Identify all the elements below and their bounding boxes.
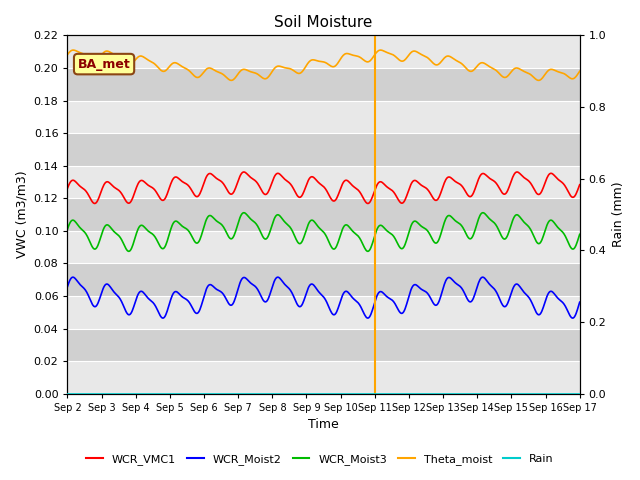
X-axis label: Time: Time xyxy=(308,419,339,432)
Y-axis label: Rain (mm): Rain (mm) xyxy=(612,182,625,247)
Bar xyxy=(67,68,580,100)
Bar xyxy=(67,198,580,231)
Y-axis label: VWC (m3/m3): VWC (m3/m3) xyxy=(15,171,28,258)
Legend: WCR_VMC1, WCR_Moist2, WCR_Moist3, Theta_moist, Rain: WCR_VMC1, WCR_Moist2, WCR_Moist3, Theta_… xyxy=(82,450,558,469)
Bar xyxy=(67,36,580,68)
Bar xyxy=(67,329,580,361)
Bar xyxy=(67,133,580,166)
Bar xyxy=(67,166,580,198)
Bar xyxy=(67,296,580,329)
Text: BA_met: BA_met xyxy=(77,58,131,71)
Bar xyxy=(67,100,580,133)
Bar xyxy=(67,361,580,394)
Bar xyxy=(67,231,580,264)
Bar xyxy=(67,264,580,296)
Title: Soil Moisture: Soil Moisture xyxy=(275,15,372,30)
